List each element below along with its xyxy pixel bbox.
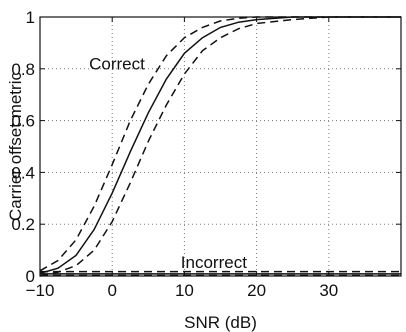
y-tick-label: 0 <box>26 267 35 286</box>
y-tick-label: 0.4 <box>11 163 35 182</box>
grid <box>40 17 401 276</box>
y-axis-label: Carrier offset metric <box>6 72 25 221</box>
y-tick-label: 1 <box>26 8 35 27</box>
x-axis-label: SNR (dB) <box>184 313 257 332</box>
annotations: Correct Incorrect <box>89 55 247 272</box>
y-tick-label: 0.8 <box>11 60 35 79</box>
annotation-correct: Correct <box>89 55 145 74</box>
plot-frame <box>39 16 402 277</box>
annotation-incorrect: Incorrect <box>181 253 247 272</box>
x-tick-label: −10 <box>26 281 55 300</box>
y-tick-label: 0.6 <box>11 112 35 131</box>
x-tick-label: 30 <box>319 281 338 300</box>
series-line-3-dashed <box>39 16 401 277</box>
x-tick-label: 20 <box>247 281 266 300</box>
x-tick-label: 0 <box>107 281 116 300</box>
x-tick-label: 10 <box>175 281 194 300</box>
y-tick-label: 0.2 <box>11 215 35 234</box>
